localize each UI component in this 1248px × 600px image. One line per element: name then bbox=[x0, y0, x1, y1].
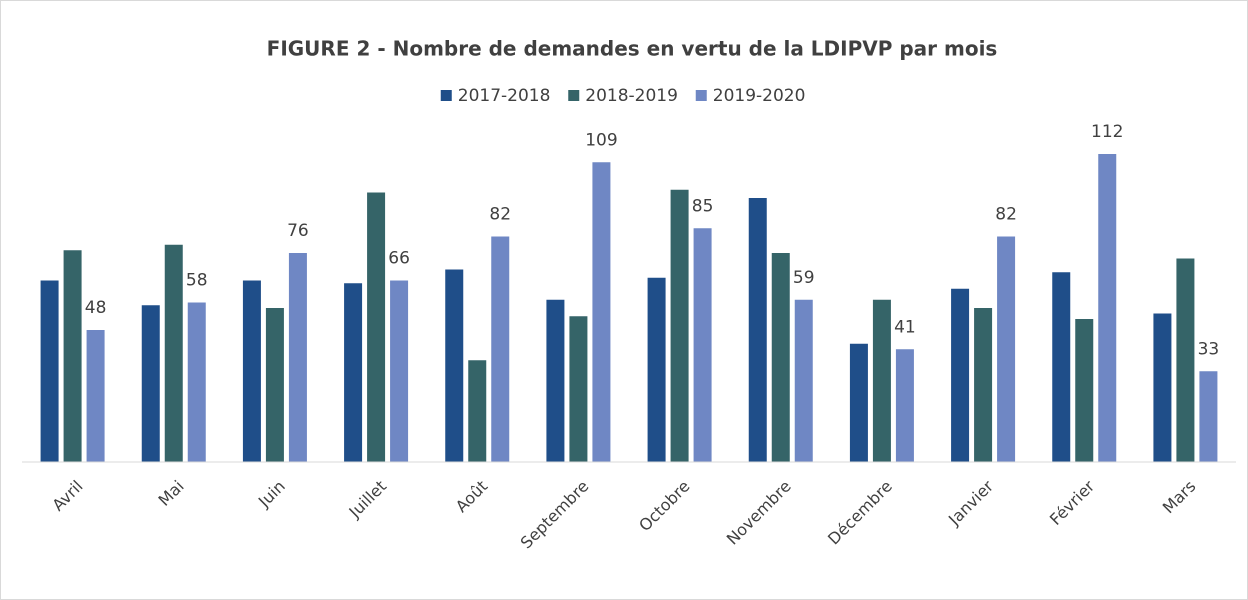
bar bbox=[974, 308, 993, 462]
bar bbox=[1075, 319, 1094, 462]
bar bbox=[592, 162, 611, 462]
bar bbox=[771, 253, 790, 462]
legend-swatch bbox=[695, 90, 707, 101]
bar bbox=[849, 343, 868, 462]
bar bbox=[468, 360, 487, 462]
bar bbox=[344, 283, 363, 462]
bar bbox=[693, 228, 712, 462]
bar bbox=[794, 299, 813, 462]
data-label: 48 bbox=[85, 298, 107, 318]
bar bbox=[63, 250, 82, 462]
bar bbox=[445, 269, 464, 462]
bar bbox=[1153, 313, 1172, 462]
bar bbox=[367, 192, 386, 462]
data-label: 59 bbox=[793, 268, 815, 288]
bar bbox=[997, 236, 1016, 462]
bar bbox=[40, 280, 59, 462]
data-label: 82 bbox=[489, 205, 511, 225]
bar bbox=[1176, 258, 1195, 462]
legend-label: 2019-2020 bbox=[713, 86, 806, 106]
bar bbox=[242, 280, 261, 462]
bar bbox=[288, 253, 307, 462]
bar bbox=[164, 244, 183, 462]
bar bbox=[86, 330, 105, 462]
chart-title: FIGURE 2 - Nombre de demandes en vertu d… bbox=[267, 37, 998, 61]
bar bbox=[647, 277, 666, 462]
bar bbox=[569, 316, 588, 462]
bar bbox=[1098, 154, 1117, 462]
bar bbox=[872, 299, 891, 462]
bar bbox=[748, 198, 767, 462]
data-label: 41 bbox=[894, 317, 916, 337]
bar bbox=[141, 305, 160, 462]
bar bbox=[265, 308, 284, 462]
legend-label: 2018-2019 bbox=[585, 86, 678, 106]
bar bbox=[951, 288, 970, 462]
bar bbox=[670, 189, 689, 462]
bar bbox=[1199, 371, 1218, 462]
legend-swatch bbox=[568, 90, 580, 101]
data-label: 112 bbox=[1091, 122, 1123, 142]
bar bbox=[1052, 272, 1071, 462]
data-label: 109 bbox=[585, 130, 617, 150]
bar bbox=[390, 280, 409, 462]
data-label: 33 bbox=[1198, 339, 1220, 359]
legend-swatch bbox=[440, 90, 452, 101]
bar bbox=[895, 349, 914, 462]
bar bbox=[187, 302, 206, 462]
data-label: 66 bbox=[388, 249, 410, 269]
bar bbox=[546, 299, 565, 462]
data-label: 76 bbox=[287, 221, 309, 241]
bar bbox=[491, 236, 510, 462]
data-label: 58 bbox=[186, 271, 208, 291]
data-label: 85 bbox=[692, 196, 714, 216]
data-label: 82 bbox=[995, 205, 1017, 225]
legend-label: 2017-2018 bbox=[458, 86, 551, 106]
